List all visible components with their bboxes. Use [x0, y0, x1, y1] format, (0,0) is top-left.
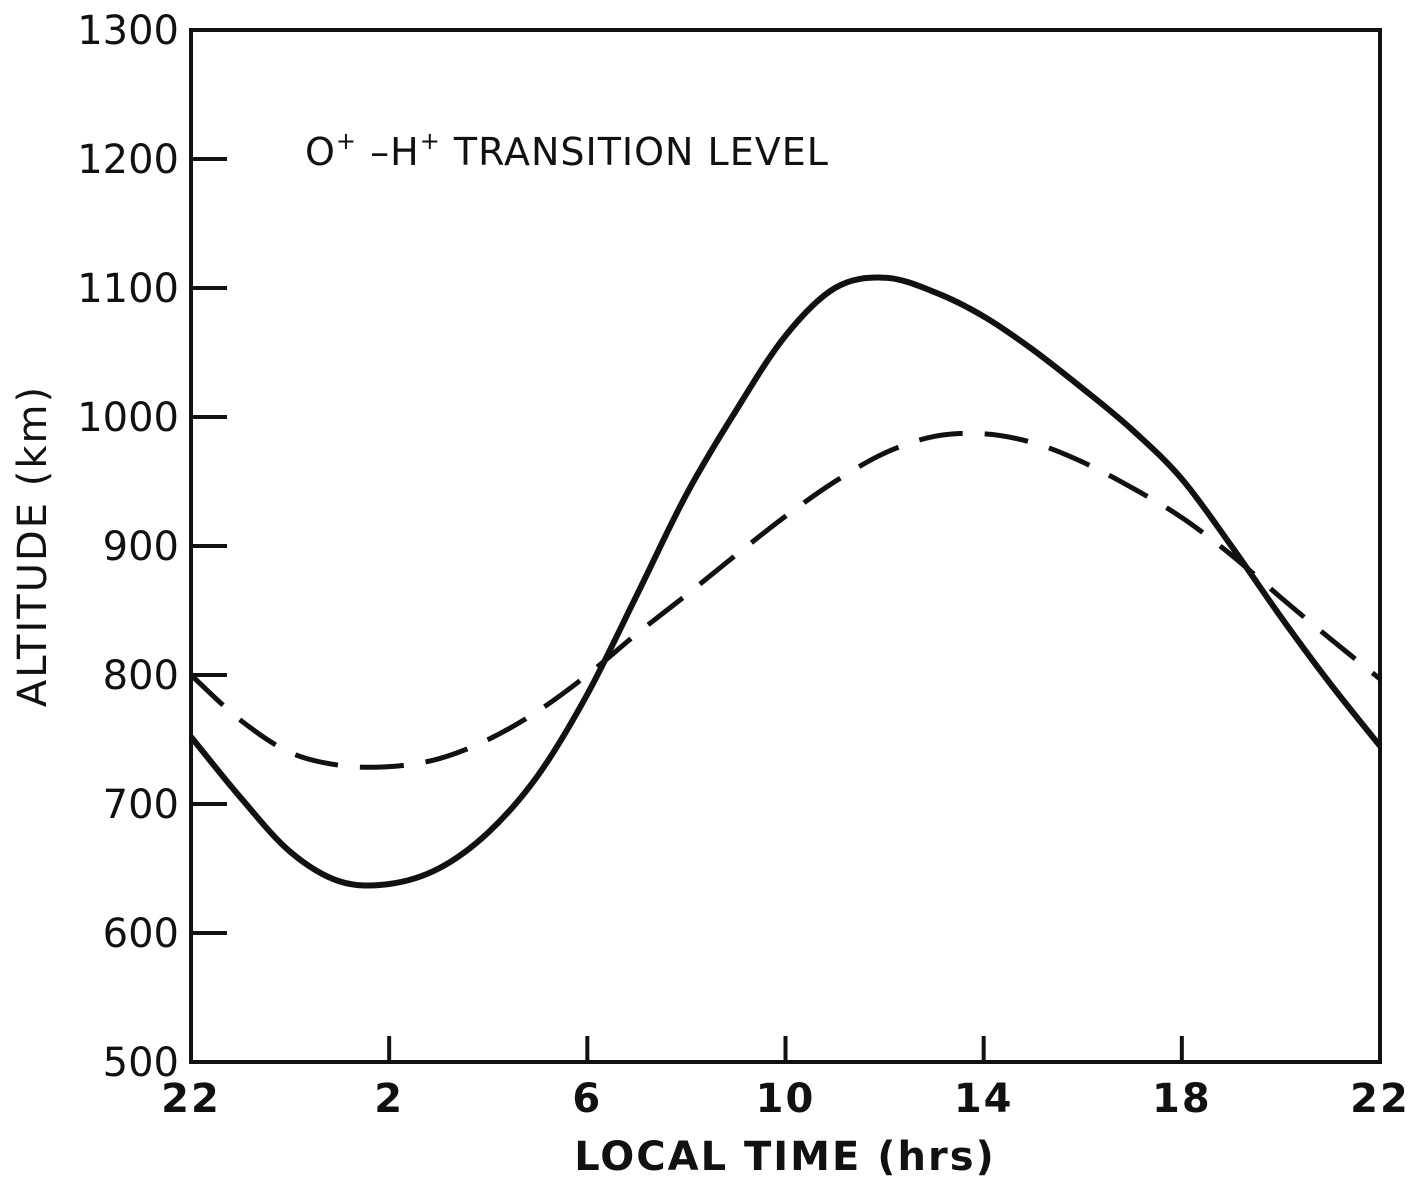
annotation-ion1-charge: + — [336, 127, 357, 155]
x-axis-ticks: 22 2 6 10 14 18 22 — [161, 1036, 1410, 1122]
y-tick-label: 800 — [103, 653, 179, 699]
annotation-ion1: O — [305, 130, 336, 174]
dashed-series-point — [636, 633, 637, 634]
y-tick-label: 1300 — [77, 8, 179, 54]
annotation-rest: TRANSITION LEVEL — [441, 130, 829, 174]
dashed-series-point — [983, 433, 984, 434]
x-tick-label: 18 — [1152, 1076, 1212, 1122]
x-tick-label: 6 — [572, 1076, 602, 1122]
x-tick-label: 2 — [374, 1076, 404, 1122]
annotation-ion2: H — [390, 130, 420, 174]
dashed-series-point — [735, 555, 736, 556]
annotation-ion2-charge: + — [420, 127, 441, 155]
y-tick-label: 700 — [103, 782, 179, 828]
x-tick-label: 14 — [954, 1076, 1014, 1122]
x-tick-label: 10 — [756, 1076, 816, 1122]
dashed-series-point — [587, 675, 588, 676]
dashed-series-line — [189, 430, 1382, 770]
y-tick-label: 1000 — [77, 395, 179, 441]
solid-series-line — [188, 274, 1383, 889]
dashed-series-point — [686, 595, 687, 596]
dashed-series-point — [537, 711, 538, 712]
y-tick-label: 900 — [103, 524, 179, 570]
series-layer — [188, 274, 1383, 889]
chart-annotation: O+ –H+ TRANSITION LEVEL — [305, 127, 829, 174]
y-tick-label: 600 — [103, 911, 179, 957]
dashed-series-point — [339, 765, 340, 766]
plot-frame — [189, 28, 1382, 1064]
y-tick-label: 1100 — [77, 266, 179, 312]
x-axis-title: LOCAL TIME (hrs) — [574, 1134, 996, 1180]
dashed-series-point — [290, 752, 291, 753]
y-tick-label: 500 — [103, 1040, 179, 1086]
y-axis-ticks: 500 600 700 800 900 1000 1100 1200 1300 — [77, 8, 227, 1086]
dashed-series-point — [1033, 442, 1034, 443]
y-axis-title: ALTITUDE (km) — [10, 385, 56, 707]
y-tick-label: 1200 — [77, 137, 179, 183]
x-tick-label: 22 — [1350, 1076, 1410, 1122]
x-tick-label: 22 — [161, 1076, 221, 1122]
annotation-separator: – — [357, 130, 390, 174]
